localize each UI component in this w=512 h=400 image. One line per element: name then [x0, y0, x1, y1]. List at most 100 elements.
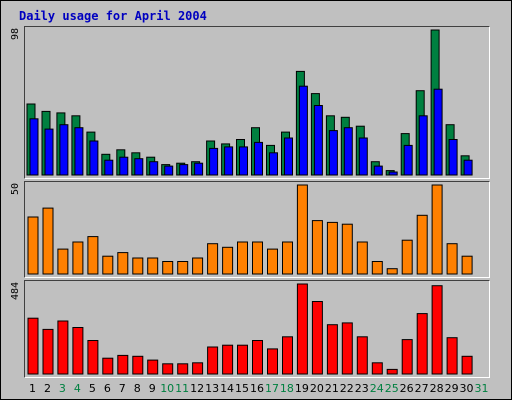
files-bar-day-24 — [373, 165, 383, 176]
x-tick-label-day-5: 5 — [88, 382, 96, 395]
x-tick-label-day-11: 11 — [175, 382, 190, 395]
kbytes-bar-day-4 — [72, 327, 84, 375]
hits-files-bars — [26, 29, 473, 176]
x-tick-label-day-31: 31 — [474, 382, 489, 395]
kbytes-bar-day-18 — [282, 336, 293, 375]
kbytes-bar-day-8 — [132, 355, 144, 375]
kbytes-bar-day-5 — [87, 340, 99, 375]
x-tick-label-day-20: 20 — [309, 382, 324, 395]
kbytes-bar-day-13 — [207, 346, 219, 375]
pages-bar-day-6 — [102, 255, 114, 275]
files-bar-day-25 — [388, 171, 398, 176]
pages-bar-day-25 — [386, 268, 398, 275]
pages-bar-day-14 — [222, 246, 234, 275]
files-bar-day-29 — [448, 139, 458, 176]
x-axis-day-labels: 1 2 3 4 5 6 7 8 9 10 11 12 13 14 15 16 17 18 19 20 21 22 23 24 2… — [25, 382, 489, 396]
files-bar-day-7 — [119, 156, 129, 176]
pages-bar-day-11 — [177, 261, 189, 275]
kbytes-bar-day-24 — [371, 362, 383, 375]
kbytes-bar-day-3 — [57, 320, 69, 375]
pages-bar-day-27 — [416, 214, 428, 275]
files-bar-day-26 — [403, 144, 413, 176]
x-tick-label-day-27: 27 — [414, 382, 429, 395]
pages-bar-day-26 — [401, 239, 413, 275]
x-tick-label-day-6: 6 — [103, 382, 111, 395]
x-tick-label-day-18: 18 — [279, 382, 294, 395]
pages-bar-day-9 — [147, 257, 159, 275]
kbytes-bar-day-21 — [326, 324, 338, 375]
x-tick-label-day-29: 29 — [444, 382, 459, 395]
x-tick-label-day-21: 21 — [324, 382, 339, 395]
files-bar-day-14 — [224, 146, 234, 176]
x-tick-label-day-13: 13 — [205, 382, 220, 395]
chart-title: Daily usage for April 2004 — [19, 9, 207, 23]
kbytes-bar-day-20 — [311, 301, 323, 375]
x-tick-label-day-17: 17 — [264, 382, 279, 395]
hits-files-panel: 98 — [10, 26, 490, 179]
pages-bar-day-20 — [311, 220, 323, 275]
pages-bar-day-7 — [117, 252, 129, 275]
kbytes-bar-day-19 — [296, 283, 308, 375]
files-bar-day-13 — [209, 147, 219, 176]
files-bar-day-3 — [59, 124, 69, 176]
kbytes-bar-day-7 — [117, 354, 129, 375]
kbytes-bar-day-2 — [42, 328, 54, 375]
pages-bar-day-2 — [42, 207, 54, 275]
pages-bar-day-3 — [57, 248, 69, 275]
files-bar-day-18 — [284, 137, 293, 176]
files-bar-day-12 — [194, 162, 204, 176]
pages-bar-day-5 — [87, 236, 99, 275]
files-bar-day-1 — [29, 118, 39, 176]
pages-bar-day-21 — [326, 221, 338, 275]
pages-bar-day-29 — [446, 243, 458, 275]
files-bar-day-8 — [134, 158, 144, 176]
x-tick-label-day-8: 8 — [133, 382, 141, 395]
pages-bar-day-12 — [192, 257, 204, 275]
pages-bar-day-30 — [461, 255, 473, 275]
pages-panel: 50 — [10, 181, 490, 278]
kbytes-panel: 484 — [10, 280, 490, 378]
kbytes-bar-day-26 — [401, 339, 413, 375]
x-tick-label-day-30: 30 — [459, 382, 474, 395]
pages-bar-day-17 — [267, 248, 278, 275]
kbytes-bars — [27, 283, 473, 375]
files-bar-day-4 — [74, 127, 84, 176]
pages-bar-day-10 — [162, 261, 174, 275]
x-tick-label-day-1: 1 — [28, 382, 36, 395]
hits-files-max-label: 98 — [10, 27, 21, 40]
files-bar-day-16 — [254, 141, 263, 176]
files-bar-day-15 — [239, 146, 248, 176]
kbytes-bar-day-23 — [356, 336, 368, 375]
x-tick-label-day-14: 14 — [220, 382, 235, 395]
x-tick-label-day-23: 23 — [354, 382, 369, 395]
files-bar-day-22 — [343, 127, 353, 176]
x-tick-label-day-10: 10 — [160, 382, 175, 395]
files-bar-day-17 — [269, 152, 278, 176]
kbytes-bar-day-30 — [461, 355, 473, 375]
x-tick-label-day-22: 22 — [339, 382, 354, 395]
files-bar-day-27 — [418, 115, 428, 176]
files-bar-day-21 — [328, 130, 338, 176]
kbytes-bar-day-17 — [267, 348, 278, 375]
pages-max-label: 50 — [10, 182, 21, 195]
files-bar-day-2 — [44, 128, 54, 176]
kbytes-bar-day-9 — [147, 359, 159, 375]
x-tick-label-day-28: 28 — [429, 382, 444, 395]
pages-bar-day-4 — [72, 241, 84, 275]
x-tick-label-day-24: 24 — [369, 382, 384, 395]
files-bar-day-5 — [89, 140, 99, 176]
x-tick-label-day-9: 9 — [148, 382, 156, 395]
files-bar-day-23 — [358, 137, 368, 176]
files-bar-day-28 — [433, 88, 443, 176]
kbytes-bar-day-12 — [192, 362, 204, 375]
kbytes-bar-day-6 — [102, 357, 114, 375]
pages-bar-day-13 — [207, 243, 219, 275]
kbytes-max-label: 484 — [10, 281, 21, 300]
x-tick-label-day-4: 4 — [73, 382, 81, 395]
files-bar-day-6 — [104, 159, 114, 176]
files-bar-day-10 — [164, 165, 174, 176]
kbytes-bar-day-25 — [386, 368, 398, 375]
pages-bar-day-22 — [341, 223, 353, 275]
x-tick-label-day-25: 25 — [384, 382, 399, 395]
x-tick-label-day-2: 2 — [43, 382, 51, 395]
